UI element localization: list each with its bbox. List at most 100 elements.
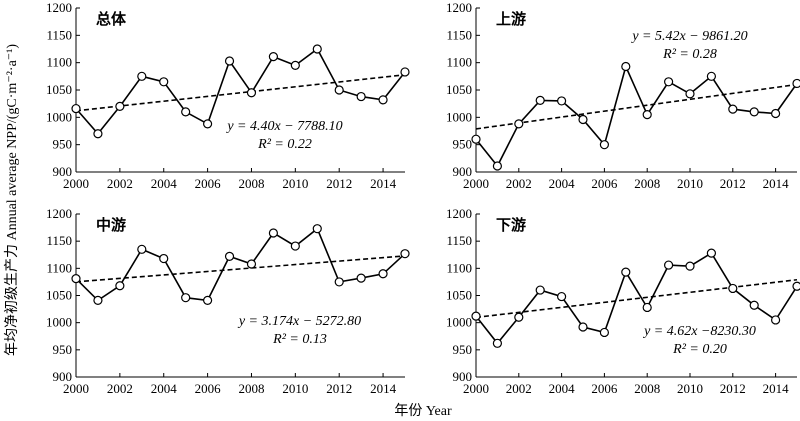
y-tick-label: 1150 (446, 233, 472, 248)
x-tick-label: 2012 (720, 176, 746, 191)
y-tick-label: 950 (453, 342, 473, 357)
x-tick-label: 2004 (549, 176, 576, 191)
x-tick-label: 2002 (506, 176, 532, 191)
data-point (137, 244, 147, 254)
x-tick-label: 2002 (506, 381, 532, 396)
data-point (685, 261, 695, 271)
data-point (203, 295, 213, 305)
panel-title: 中游 (96, 216, 126, 234)
y-axis-label: 年均净初级生产力 Annual average NPP/(gC·m⁻²·a⁻¹) (3, 44, 20, 356)
data-point (246, 259, 257, 269)
data-point (792, 281, 800, 291)
y-tick-label: 950 (53, 137, 73, 152)
data-point (642, 302, 652, 313)
data-point (471, 134, 481, 144)
data-point (621, 267, 631, 277)
data-point (514, 312, 524, 322)
regression-equation: y = 4.40x − 7788.10 (225, 119, 342, 134)
y-tick-label: 1000 (446, 109, 472, 124)
data-point (224, 251, 235, 261)
data-point (290, 60, 300, 71)
x-tick-label: 2006 (591, 381, 618, 396)
data-point (159, 253, 169, 264)
data-point (400, 67, 410, 77)
data-point (203, 119, 213, 129)
data-point (93, 295, 103, 305)
x-tick-label: 2014 (370, 381, 397, 396)
x-tick-label: 2004 (151, 176, 178, 191)
data-point (663, 77, 674, 87)
x-tick-label: 2006 (195, 176, 222, 191)
x-tick-label: 2004 (151, 381, 178, 396)
regression-equation: y = 5.42x − 9861.20 (630, 29, 747, 44)
x-tick-label: 2000 (63, 176, 89, 191)
series-line (75, 227, 406, 302)
x-tick-label: 2010 (677, 381, 703, 396)
y-tick-label: 1200 (46, 206, 72, 221)
series-line (75, 47, 406, 135)
data-point (685, 89, 695, 99)
data-point (224, 56, 235, 66)
data-point (749, 300, 759, 310)
data-point (159, 77, 169, 87)
panel-title: 下游 (496, 216, 526, 234)
data-point (599, 327, 610, 338)
data-point (770, 315, 781, 325)
trend-line (475, 83, 798, 130)
x-tick-label: 2006 (591, 176, 618, 191)
regression-equation: y = 4.62x −8230.30 (642, 324, 756, 339)
x-tick-label: 2008 (238, 176, 264, 191)
y-tick-label: 950 (53, 342, 73, 357)
y-tick-label: 900 (53, 369, 73, 384)
x-tick-label: 2010 (677, 176, 703, 191)
data-point (728, 283, 738, 294)
panel-title: 总体 (96, 10, 127, 28)
x-tick-label: 2002 (107, 381, 133, 396)
data-point (728, 104, 738, 114)
data-point (356, 91, 366, 102)
data-point (268, 228, 278, 238)
data-point (137, 71, 147, 81)
r-squared: R² = 0.13 (272, 332, 327, 347)
series-line (475, 64, 798, 168)
data-point (268, 52, 278, 62)
y-tick-label: 1150 (46, 27, 72, 42)
data-point (181, 107, 191, 117)
data-point (642, 109, 652, 120)
data-point (290, 241, 300, 251)
data-point (770, 108, 781, 119)
y-tick-label: 1100 (46, 55, 72, 70)
data-point (706, 71, 717, 81)
y-tick-label: 900 (453, 164, 473, 179)
chart-panels: 900 950 1000 1050 1100 1150 1200 2000 2002 2004 20… (46, 0, 800, 396)
data-point (706, 248, 717, 258)
trend-line (75, 73, 406, 112)
data-point (71, 274, 81, 284)
data-point (556, 291, 567, 302)
chart-panel: 900 950 1000 1050 1100 1150 1200 2000 2002 2004 20… (46, 206, 410, 396)
r-squared: R² = 0.20 (672, 342, 727, 357)
data-point (93, 129, 103, 139)
data-point (400, 249, 410, 259)
x-tick-label: 2008 (634, 176, 660, 191)
x-tick-label: 2000 (463, 176, 489, 191)
y-tick-label: 1100 (446, 260, 472, 275)
chart-panel: 900 950 1000 1050 1100 1150 1200 2000 2002 2004 20… (446, 0, 800, 191)
chart-panel: 900 950 1000 1050 1100 1150 1200 2000 2002 2004 20… (446, 206, 800, 396)
y-tick-label: 900 (53, 164, 73, 179)
data-point (749, 107, 759, 117)
x-tick-label: 2000 (63, 381, 89, 396)
data-point (792, 78, 800, 89)
data-point (471, 311, 481, 321)
x-tick-label: 2008 (634, 381, 660, 396)
y-tick-label: 1050 (46, 288, 72, 303)
regression-equation: y = 3.174x − 5272.80 (237, 314, 361, 329)
x-axis-label: 年份 Year (394, 403, 452, 419)
data-point (334, 277, 344, 287)
y-tick-label: 1100 (446, 55, 472, 70)
y-tick-label: 1100 (46, 260, 72, 275)
data-point (621, 61, 631, 72)
y-tick-label: 1200 (446, 206, 472, 221)
x-tick-label: 2002 (107, 176, 133, 191)
